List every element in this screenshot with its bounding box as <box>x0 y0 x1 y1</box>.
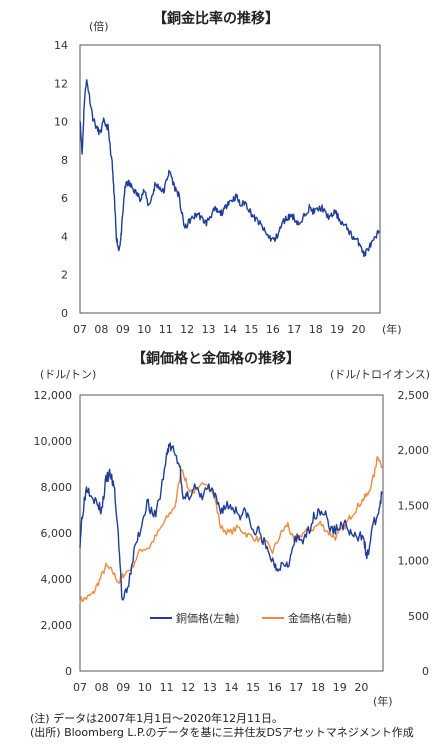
chart2-y-right-tick-label: 2,500 <box>398 389 430 402</box>
copper-gold-ratio-chart: 0 2 4 6 8 10 12 14 07 08 09 10 11 12 13 14 15 16 17 18 19 20 (… <box>54 39 402 336</box>
chart2-title: 【銅価格と金価格の推移】 <box>132 351 300 367</box>
chart1-x-tick-label: 10 <box>137 323 151 336</box>
chart2-x-tick-label: 20 <box>354 681 368 694</box>
chart1-x-tick-label: 09 <box>116 323 130 336</box>
chart1-x-tick-label: 18 <box>309 323 323 336</box>
chart2-legend: 銅価格(左軸) 金価格(右軸) <box>150 611 352 625</box>
chart1-y-tick-label: 2 <box>61 269 68 282</box>
chart1-x-tick-label: 17 <box>287 323 301 336</box>
chart2-gold-line <box>79 456 383 604</box>
chart2-copper-line <box>79 442 383 601</box>
chart2-y-left-tick-label: 10,000 <box>34 435 73 448</box>
chart2-x-tick-label: 10 <box>138 681 152 694</box>
chart2-x-tick-label: 07 <box>73 681 87 694</box>
chart2-y-left-unit: (ドル/トン) <box>40 368 97 381</box>
chart2-y-right-tick-label: 0 <box>422 665 429 678</box>
chart2-x-tick-label: 11 <box>160 681 174 694</box>
footnote-period: (注) データは2007年1月1日〜2020年12月11日。 <box>30 712 284 725</box>
copper-gold-price-chart: 0 2,000 4,000 6,000 8,000 10,000 12,000 0 500 1,0… <box>34 389 430 708</box>
chart1-y-tick-label: 10 <box>54 116 68 129</box>
chart1-x-tick-label: 14 <box>223 323 237 336</box>
chart2-y-left-tick-label: 4,000 <box>41 573 73 586</box>
chart2-x-unit: (年) <box>373 694 393 708</box>
chart1-plot-area <box>79 44 381 314</box>
chart1-y-unit: (倍) <box>89 20 109 33</box>
chart1-x-tick-label: 20 <box>352 323 366 336</box>
chart2-x-tick-label: 14 <box>225 681 239 694</box>
chart2-y-right-unit: (ドル/トロイオンス) <box>330 368 431 381</box>
chart2-x-tick-label: 08 <box>95 681 109 694</box>
chart2-x-tick-label: 12 <box>181 681 195 694</box>
chart2-y-right-tick-label: 1,500 <box>398 499 430 512</box>
chart1-y-tick-label: 14 <box>54 39 68 52</box>
chart1-x-unit: (年) <box>382 322 402 336</box>
chart2-x-tick-label: 17 <box>289 681 303 694</box>
chart2-y-left-tick-label: 12,000 <box>34 389 73 402</box>
chart2-y-left-tick-label: 6,000 <box>41 527 73 540</box>
chart1-x-tick-label: 15 <box>244 323 258 336</box>
chart1-x-tick-label: 19 <box>330 323 344 336</box>
chart1-y-tick-label: 4 <box>61 230 68 243</box>
chart1-x-tick-label: 12 <box>180 323 194 336</box>
chart2-x-tick-label: 16 <box>268 681 282 694</box>
footnote-source: (出所) Bloomberg L.P.のデータを基に三井住友DSアセットマネジメ… <box>30 726 414 739</box>
legend-gold-label: 金価格(右軸) <box>288 611 352 625</box>
chart1-y-tick-label: 12 <box>54 77 68 90</box>
chart2-y-left-tick-label: 8,000 <box>41 481 73 494</box>
chart2-y-right-tick-label: 500 <box>408 610 429 623</box>
chart2-y-left-tick-label: 0 <box>65 665 72 678</box>
chart2-x-tick-label: 19 <box>333 681 347 694</box>
chart1-y-tick-label: 8 <box>61 154 68 167</box>
chart1-series-line <box>79 79 380 257</box>
chart2-y-left-tick-label: 2,000 <box>41 619 73 632</box>
chart2-plot-area <box>79 394 384 672</box>
chart2-x-tick-label: 13 <box>203 681 217 694</box>
chart1-title: 【銅金比率の推移】 <box>153 11 279 27</box>
chart2-x-tick-label: 15 <box>246 681 260 694</box>
chart2-y-right-tick-label: 1,000 <box>398 555 430 568</box>
chart1-x-tick-label: 11 <box>159 323 173 336</box>
chart1-y-tick-label: 6 <box>61 192 68 205</box>
chart1-x-tick-label: 13 <box>202 323 216 336</box>
chart2-x-tick-label: 09 <box>116 681 130 694</box>
chart2-x-tick-label: 18 <box>311 681 325 694</box>
chart2-y-right-tick-label: 2,000 <box>398 444 430 457</box>
legend-copper-label: 銅価格(左軸) <box>176 611 240 625</box>
chart1-y-tick-label: 0 <box>61 307 68 320</box>
footnotes: (注) データは2007年1月1日〜2020年12月11日。 (出所) Bloo… <box>30 712 414 740</box>
chart1-x-tick-label: 08 <box>94 323 108 336</box>
chart1-x-tick-label: 07 <box>73 323 87 336</box>
chart1-x-tick-label: 16 <box>266 323 280 336</box>
